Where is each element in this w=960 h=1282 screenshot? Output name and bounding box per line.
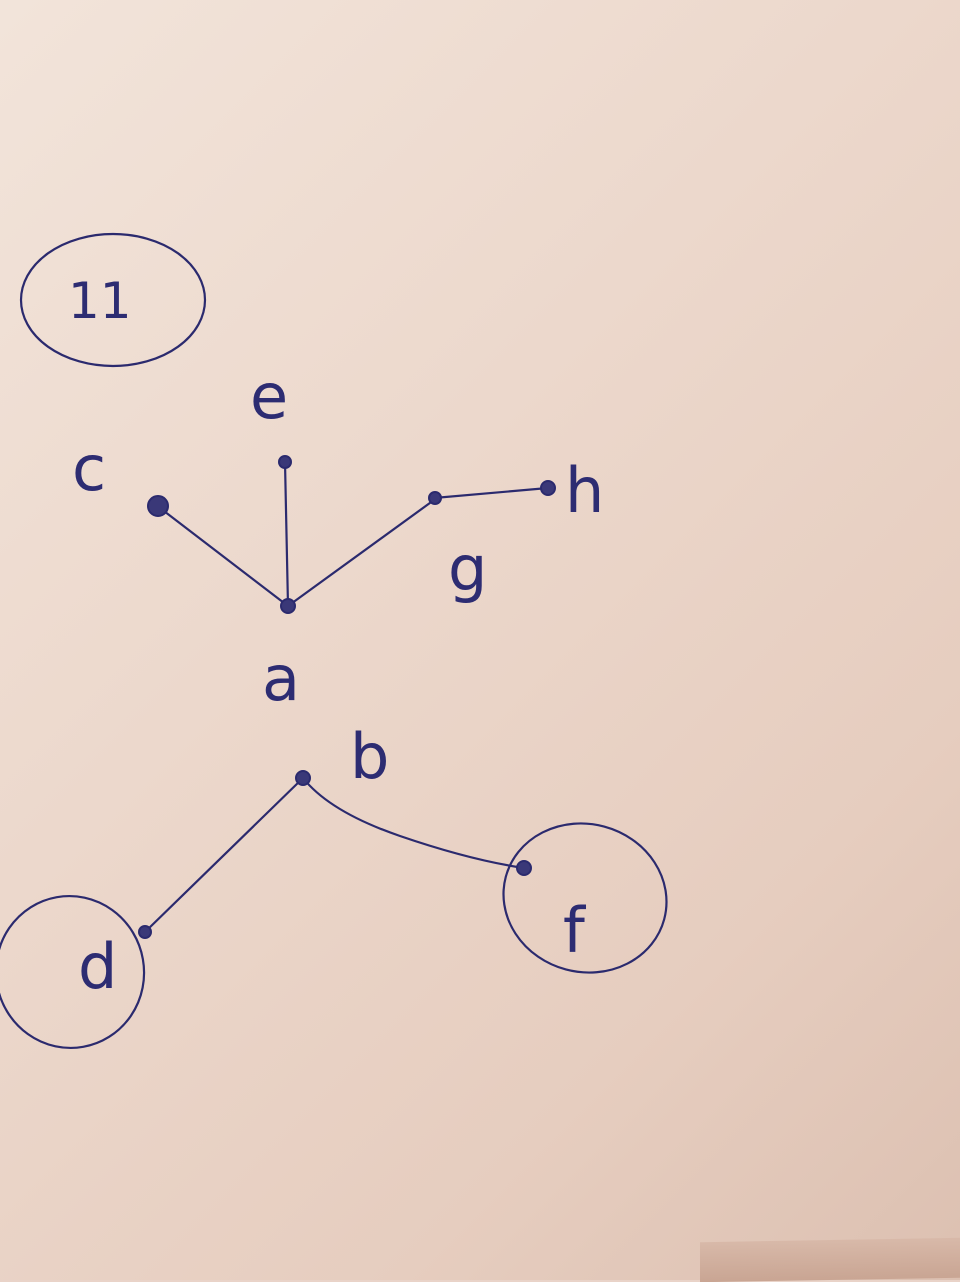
edge-b-f: [301, 776, 526, 870]
label-d: d: [78, 930, 117, 1003]
node-h: [540, 480, 556, 496]
circle-around-d: [0, 894, 146, 1050]
label-f: f: [563, 894, 587, 967]
node-f: [516, 860, 532, 876]
edge-a-e: [283, 460, 290, 608]
node-d: [138, 925, 152, 939]
label-g: g: [448, 532, 487, 605]
figure-number: 11: [68, 272, 132, 330]
edge-g-h: [432, 486, 550, 500]
label-e: e: [250, 360, 288, 433]
edge-a-g: [286, 498, 436, 608]
node-g: [428, 491, 442, 505]
node-e: [278, 455, 292, 469]
node-b: [295, 770, 311, 786]
label-a: a: [262, 642, 300, 715]
label-c: c: [72, 432, 106, 505]
circle-around-f: [502, 822, 668, 974]
node-a: [280, 598, 296, 614]
node-c: [147, 495, 169, 517]
label-b: b: [350, 720, 389, 793]
figure-number-circle: [19, 232, 207, 368]
edge-a-c: [158, 506, 290, 608]
label-h: h: [565, 454, 604, 527]
edge-b-d: [143, 776, 305, 934]
